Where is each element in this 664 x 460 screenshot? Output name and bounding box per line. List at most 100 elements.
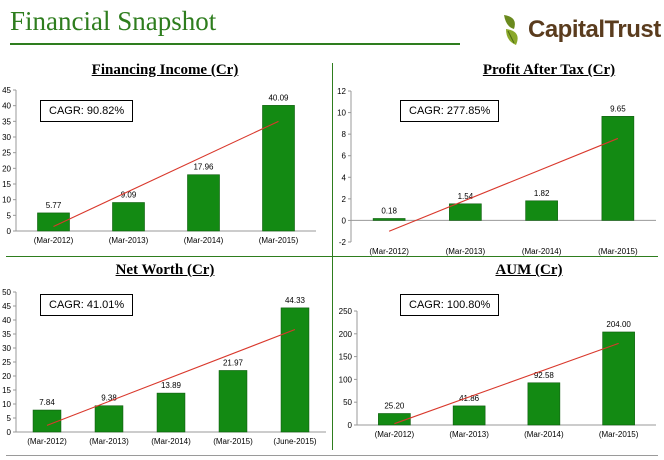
capital-trust-logo: CapitalTrust [500, 8, 661, 52]
y-tick-label: 200 [339, 330, 353, 339]
bar [218, 370, 248, 433]
data-label: 1.82 [534, 189, 550, 198]
panel-title: Net Worth (Cr) [115, 262, 215, 278]
financing-income-panel: Financing Income (Cr) 0 5 10 15 20 25 30 35 40 45… [0, 62, 330, 257]
cagr-annotation: CAGR: 41.01% [40, 294, 134, 316]
data-label: 40.09 [268, 93, 289, 102]
y-tick-label: 45 [2, 302, 11, 311]
trend-line [46, 329, 296, 426]
y-tick-label: 0 [7, 227, 12, 236]
data-label: 92.58 [534, 371, 555, 380]
panel-title: AUM (Cr) [495, 262, 563, 278]
cagr-annotation: CAGR: 277.85% [400, 100, 500, 122]
bar [449, 203, 482, 221]
y-tick-label: 12 [337, 87, 346, 96]
panel-title: Profit After Tax (Cr) [482, 62, 616, 78]
data-label: 204.00 [606, 320, 631, 329]
trend-line [394, 342, 619, 425]
y-tick-label: 0 [7, 428, 12, 437]
category-label: (Mar-2013) [89, 437, 129, 446]
data-label: 41.86 [459, 394, 480, 403]
y-tick-label: 8 [342, 130, 347, 139]
cagr-annotation: CAGR: 90.82% [40, 100, 134, 122]
y-tick-label: 20 [2, 164, 11, 173]
y-tick-label: 15 [2, 180, 11, 189]
y-tick-label: 35 [2, 117, 11, 126]
bar [280, 307, 310, 433]
category-label: (Mar-2012) [369, 247, 409, 256]
category-label: (Mar-2012) [375, 430, 415, 439]
data-label: 7.84 [39, 398, 55, 407]
category-label: (June-2015) [273, 437, 316, 446]
y-tick-label: 5 [7, 211, 12, 220]
aum-panel: AUM (Cr) 0 50 100 150 200 250 25.20 (Mar-2012) 4… [334, 262, 660, 454]
aum-chart: 0 50 100 150 200 250 25.20 (Mar-2012) 41.86 (Mar-… [339, 307, 656, 439]
y-tick-label: 100 [339, 375, 353, 384]
category-label: (Mar-2015) [213, 437, 253, 446]
bar [601, 116, 635, 221]
category-label: (Mar-2014) [522, 247, 562, 256]
y-tick-label: 25 [2, 358, 11, 367]
cagr-annotation: CAGR: 100.80% [400, 294, 500, 316]
horizontal-divider [6, 256, 658, 257]
data-label: 25.20 [384, 402, 405, 411]
y-tick-label: 45 [2, 86, 11, 95]
net-worth-chart: 0 5 10 15 20 25 30 35 40 45 50 7.84 (Mar-2012) 9.38 (M… [2, 288, 326, 446]
leaf-logo-icon [504, 15, 518, 45]
category-label: (Mar-2015) [259, 236, 299, 245]
y-tick-label: 40 [2, 316, 11, 325]
y-tick-label: 50 [343, 398, 352, 407]
data-label: 9.09 [121, 191, 137, 200]
data-label: 0.18 [381, 206, 397, 215]
net-worth-panel: Net Worth (Cr) 0 5 10 15 20 25 30 35 40 45 50 7.84 (… [0, 262, 330, 454]
data-label: 17.96 [193, 163, 214, 172]
y-tick-label: 10 [2, 196, 11, 205]
logo-text: CapitalTrust [528, 16, 661, 43]
bar [372, 218, 406, 221]
category-label: (Mar-2013) [446, 247, 486, 256]
y-tick-label: 20 [2, 372, 11, 381]
y-tick-label: 0 [348, 421, 353, 430]
y-tick-label: 4 [342, 173, 347, 182]
bar [94, 405, 124, 433]
bar [187, 174, 220, 232]
category-label: (Mar-2012) [34, 236, 74, 245]
category-label: (Mar-2015) [599, 430, 639, 439]
category-label: (Mar-2013) [449, 430, 489, 439]
data-label: 21.97 [223, 358, 244, 367]
y-tick-label: 15 [2, 386, 11, 395]
data-label: 5.77 [46, 201, 62, 210]
bar [527, 382, 561, 426]
bar [452, 405, 486, 426]
category-label: (Mar-2014) [524, 430, 564, 439]
y-tick-label: 10 [2, 400, 11, 409]
trend-line [388, 137, 619, 232]
trend-line [53, 120, 279, 227]
y-tick-label: 30 [2, 133, 11, 142]
data-label: 13.89 [161, 381, 182, 390]
category-label: (Mar-2013) [109, 236, 149, 245]
y-tick-label: 35 [2, 330, 11, 339]
bar [525, 200, 558, 221]
data-label: 1.54 [458, 192, 474, 201]
y-tick-label: 250 [339, 307, 353, 316]
page-title: Financial Snapshot [10, 6, 217, 36]
category-label: (Mar-2014) [184, 236, 224, 245]
y-tick-label: 6 [342, 152, 347, 161]
data-label: 9.38 [101, 394, 117, 403]
bar [37, 212, 70, 232]
bottom-rule [6, 455, 658, 456]
y-tick-label: -2 [339, 238, 347, 247]
profit-after-tax-chart: -2 0 2 4 6 8 10 12 0.18 (Mar-2012) 1.54 (Mar-2013) 1… [337, 87, 656, 256]
y-tick-label: 5 [7, 414, 12, 423]
y-tick-label: 150 [339, 353, 353, 362]
data-label: 9.65 [610, 104, 626, 113]
y-tick-label: 40 [2, 102, 11, 111]
panel-title: Financing Income (Cr) [91, 62, 239, 78]
y-tick-label: 25 [2, 149, 11, 158]
y-tick-label: 0 [342, 216, 347, 225]
y-tick-label: 2 [342, 195, 347, 204]
financing-income-chart: 0 5 10 15 20 25 30 35 40 45 5.77 (Mar-2012) 9.09 (Mar… [2, 86, 316, 245]
bar [602, 331, 635, 426]
category-label: (Mar-2012) [27, 437, 67, 446]
